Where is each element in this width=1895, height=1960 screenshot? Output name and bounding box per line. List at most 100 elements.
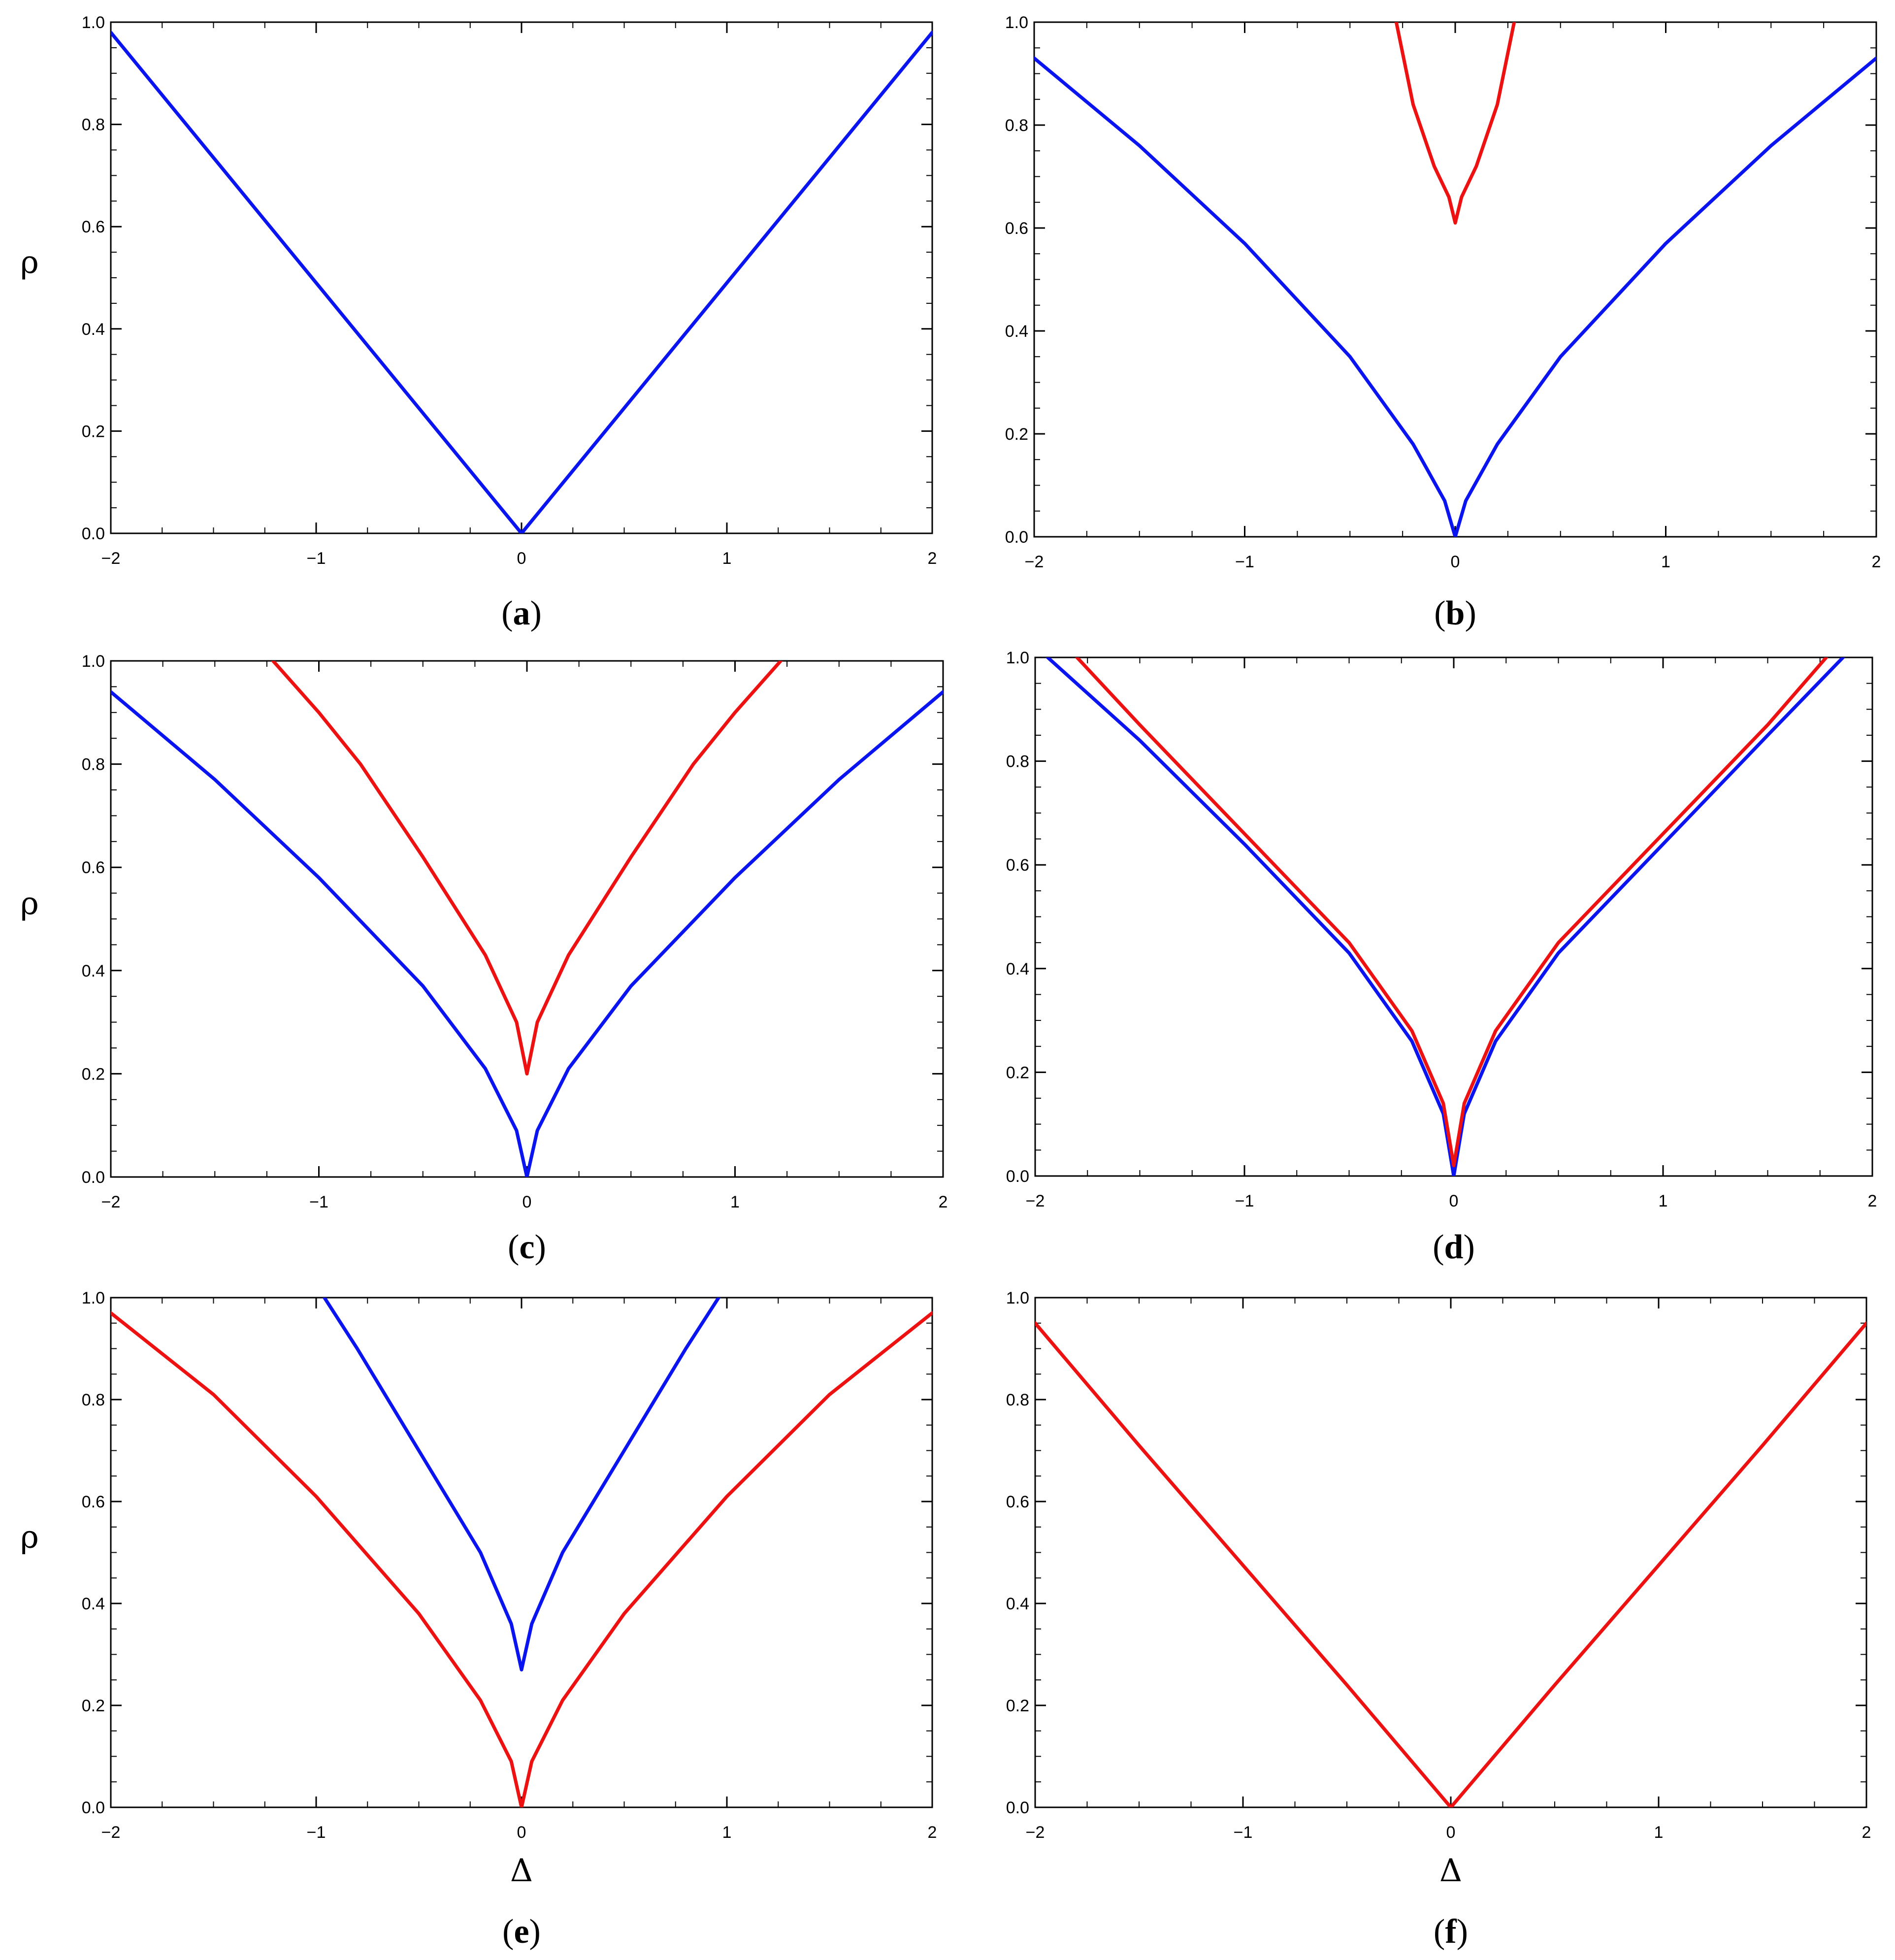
plot-frame: [110, 21, 933, 534]
x-tick-label: 0: [1451, 553, 1460, 571]
x-tick-label: 0: [1449, 1192, 1459, 1210]
x-tick-label: −2: [101, 1823, 121, 1842]
y-tick-label: 0.2: [82, 1697, 105, 1715]
x-tick-label: −1: [1234, 1823, 1253, 1842]
panel-c: −2 −1 0 1 2 0.0 0.2 0.4 0.6 0.8 1.0 ρ (c): [20, 652, 948, 1266]
caption-letter: c: [519, 1228, 534, 1266]
x-tick-label: 1: [730, 1193, 740, 1211]
y-tick-label: 0.6: [82, 1493, 105, 1511]
panel-d: −2 −1 0 1 2 0.0 0.2 0.4 0.6 0.8 1.0 (d): [1006, 649, 1877, 1266]
panel-caption: (f): [1434, 1913, 1468, 1951]
y-tick-label: 0.8: [82, 755, 105, 774]
y-tick-label: 0.0: [1006, 1798, 1029, 1817]
series-line-red: [111, 1311, 932, 1807]
panel-caption: (e): [502, 1913, 541, 1951]
caption-letter: a: [513, 594, 530, 632]
y-tick-label: 0.4: [1006, 960, 1029, 979]
panel-caption: (c): [508, 1228, 546, 1266]
y-axis-label: ρ: [20, 885, 39, 922]
x-tick-label: 2: [1868, 1192, 1877, 1210]
x-tick-label: 1: [1661, 553, 1670, 571]
x-tick-label: −1: [307, 1823, 326, 1842]
y-tick-label: 0.8: [1006, 752, 1029, 771]
series-line-red: [1035, 1321, 1866, 1807]
y-tick-label: 0.4: [1005, 322, 1028, 341]
y-tick-label: 1.0: [82, 652, 105, 671]
y-tick-label: 0.0: [1006, 1167, 1029, 1186]
y-tick-label: 1.0: [1005, 13, 1028, 32]
y-tick-label: 0.4: [82, 962, 105, 980]
series-line-blue: [323, 1298, 720, 1672]
x-tick-label: 2: [1862, 1823, 1871, 1842]
y-tick-label: 0.8: [1005, 116, 1028, 135]
y-tick-label: 0.0: [82, 524, 105, 543]
y-tick-label: 0.6: [1005, 219, 1028, 238]
caption-letter: e: [514, 1913, 529, 1951]
y-tick-label: 0.2: [82, 422, 105, 441]
y-tick-label: 0.0: [82, 1168, 105, 1187]
x-tick-label: −2: [101, 1193, 121, 1211]
y-axis-label: ρ: [20, 244, 39, 281]
y-tick-label: 0.8: [82, 116, 105, 134]
series-line-blue: [111, 31, 932, 533]
x-tick-label: 0: [517, 549, 526, 568]
series-line-blue: [1034, 56, 1876, 537]
y-tick-label: 0.2: [1006, 1063, 1029, 1082]
y-tick-label: 0.4: [82, 1595, 105, 1613]
series-line-blue: [111, 690, 943, 1177]
panel-caption: (b): [1434, 594, 1476, 632]
panel-caption: (a): [501, 594, 542, 632]
caption-letter: d: [1444, 1228, 1464, 1266]
series-line-blue: [1046, 657, 1845, 1176]
x-tick-label: 0: [1446, 1823, 1456, 1842]
y-tick-label: 0.0: [82, 1798, 105, 1817]
y-tick-label: 0.6: [82, 858, 105, 877]
caption-letter: f: [1445, 1913, 1457, 1951]
y-tick-label: 1.0: [1006, 649, 1029, 667]
x-tick-label: 1: [1654, 1823, 1664, 1842]
panel-e: −2 −1 0 1 2 0.0 0.2 0.4 0.6 0.8 1.0 ρ Δ (e): [20, 1289, 937, 1951]
x-tick-label: 0: [523, 1193, 532, 1211]
y-tick-label: 1.0: [82, 1289, 105, 1307]
x-tick-label: −2: [1025, 553, 1044, 571]
y-tick-label: 0.6: [82, 218, 105, 236]
x-tick-label: −1: [1235, 1192, 1254, 1210]
plot-frame: [110, 660, 944, 1178]
y-tick-label: 1.0: [1006, 1289, 1029, 1307]
x-tick-label: 2: [939, 1193, 948, 1211]
x-tick-label: −2: [101, 549, 121, 568]
x-tick-label: 2: [1872, 553, 1881, 571]
y-tick-label: 0.8: [1006, 1391, 1029, 1409]
panel-f: −2 −1 0 1 2 0.0 0.2 0.4 0.6 0.8 1.0 Δ (f): [1006, 1289, 1871, 1951]
plot-frame: [110, 1297, 933, 1808]
series-line-red: [1075, 657, 1828, 1168]
caption-letter: b: [1446, 594, 1465, 632]
y-tick-label: 0.2: [1005, 425, 1028, 444]
panel-b: −2 −1 0 1 2 0.0 0.2 0.4 0.6 0.8 1.0 (b): [1005, 13, 1881, 632]
y-tick-label: 0.0: [1005, 528, 1028, 547]
x-axis-label: Δ: [1439, 1853, 1462, 1889]
x-tick-label: −1: [307, 549, 326, 568]
x-tick-label: 1: [722, 549, 732, 568]
y-tick-label: 0.2: [82, 1065, 105, 1083]
y-tick-label: 0.4: [82, 320, 105, 339]
panel-caption: (d): [1433, 1228, 1475, 1266]
x-tick-label: 0: [517, 1823, 526, 1842]
series-line-red: [1394, 22, 1516, 225]
y-tick-label: 0.6: [1006, 856, 1029, 875]
x-tick-label: 1: [722, 1823, 732, 1842]
y-tick-label: 0.6: [1006, 1493, 1029, 1511]
y-tick-label: 0.4: [1006, 1595, 1029, 1613]
x-tick-label: 2: [928, 549, 937, 568]
y-tick-label: 0.2: [1006, 1697, 1029, 1715]
x-tick-label: −1: [309, 1193, 328, 1211]
y-axis-label: ρ: [20, 1519, 39, 1556]
x-tick-label: −2: [1026, 1823, 1045, 1842]
x-tick-label: 1: [1659, 1192, 1668, 1210]
x-tick-label: −1: [1235, 553, 1254, 571]
x-tick-label: 2: [928, 1823, 937, 1842]
series-line-red: [271, 661, 783, 1076]
x-axis-label: Δ: [510, 1853, 533, 1889]
